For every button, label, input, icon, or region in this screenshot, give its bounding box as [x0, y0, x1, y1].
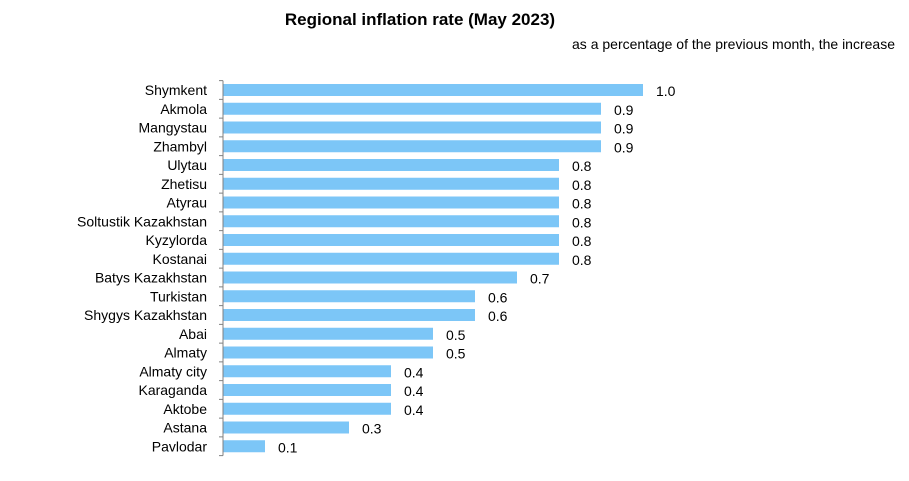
category-label: Shygys Kazakhstan [84, 307, 207, 323]
value-label: 0.8 [572, 196, 592, 212]
bar-karaganda [223, 384, 391, 396]
value-label: 0.1 [278, 439, 298, 455]
category-label: Pavlodar [152, 438, 208, 454]
category-label: Abai [179, 326, 207, 342]
category-label: Astana [163, 420, 207, 436]
category-label: Atyrau [167, 195, 207, 211]
value-label: 0.5 [446, 346, 466, 362]
chart-title: Regional inflation rate (May 2023) [284, 10, 556, 29]
value-label: 0.7 [530, 271, 550, 287]
value-label: 0.8 [572, 177, 592, 193]
bar-akmola [223, 102, 601, 115]
value-label: 0.8 [572, 158, 592, 174]
value-label: 0.8 [572, 252, 592, 268]
value-label: 0.8 [572, 233, 592, 249]
bar-almaty-city [223, 365, 391, 378]
bar-mangystau [223, 121, 601, 134]
bar-batys-kazakhstan [223, 271, 517, 284]
bar-shymkent [223, 84, 643, 96]
value-label: 0.4 [404, 402, 424, 418]
category-label: Zhetisu [161, 176, 207, 192]
category-label: Kyzylorda [146, 232, 208, 248]
category-label: Batys Kazakhstan [95, 270, 207, 286]
bar-kyzylorda [223, 234, 559, 246]
category-label: Mangystau [139, 120, 207, 136]
category-label: Shymkent [145, 82, 207, 98]
bar-zhambyl [223, 140, 601, 153]
value-label: 0.6 [488, 289, 508, 305]
category-label: Karaganda [138, 382, 207, 398]
category-label: Soltustik Kazakhstan [77, 213, 207, 229]
chart-subtitle: as a percentage of the previous month, t… [572, 36, 895, 52]
category-label: Aktobe [163, 401, 207, 417]
category-label: Almaty [164, 345, 207, 361]
bar-ulytau [223, 159, 559, 171]
bar-pavlodar [223, 440, 265, 453]
category-label: Zhambyl [153, 138, 207, 154]
value-label: 0.3 [362, 421, 382, 437]
bar-soltustik-kazakhstan [223, 215, 559, 228]
value-label: 0.4 [404, 364, 424, 380]
bar-abai [223, 327, 433, 340]
value-label: 0.9 [614, 139, 634, 155]
bar-atyrau [223, 196, 559, 209]
value-label: 0.9 [614, 121, 634, 137]
category-label: Akmola [160, 101, 207, 117]
value-label: 0.6 [488, 308, 508, 324]
bar-astana [223, 421, 349, 434]
bar-shygys-kazakhstan [223, 309, 475, 321]
bar-kostanai [223, 252, 559, 265]
value-label: 0.9 [614, 102, 634, 118]
category-label: Almaty city [139, 363, 207, 379]
value-label: 0.4 [404, 383, 424, 399]
bar-turkistan [223, 290, 475, 303]
value-label: 1.0 [656, 83, 676, 99]
category-label: Kostanai [153, 251, 207, 267]
bar-zhetisu [223, 177, 559, 190]
value-label: 0.8 [572, 214, 592, 230]
value-label: 0.5 [446, 327, 466, 343]
category-label: Ulytau [167, 157, 207, 173]
bar-almaty [223, 346, 433, 359]
category-label: Turkistan [150, 288, 207, 304]
bar-aktobe [223, 402, 391, 415]
